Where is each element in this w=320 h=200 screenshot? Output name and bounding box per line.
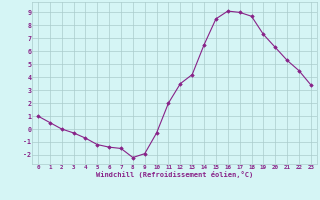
X-axis label: Windchill (Refroidissement éolien,°C): Windchill (Refroidissement éolien,°C) (96, 171, 253, 178)
